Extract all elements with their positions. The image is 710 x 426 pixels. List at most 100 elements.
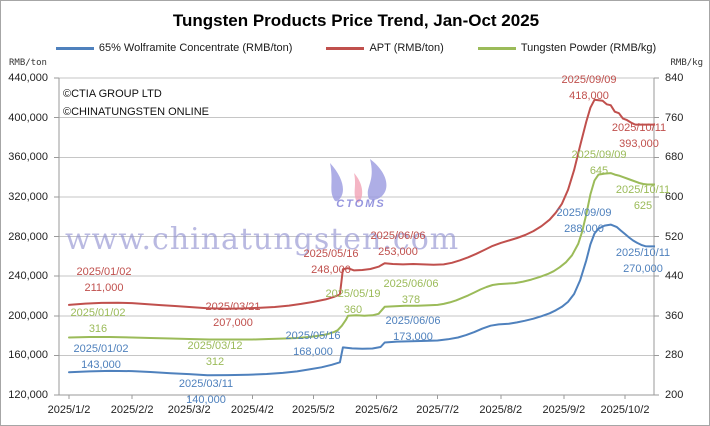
copyright-line-1: ©CTIA GROUP LTD bbox=[63, 88, 162, 100]
annotation-date: 2025/10/11 bbox=[611, 122, 667, 134]
data-point-annotation: 2025/10/11 270,000 bbox=[616, 245, 670, 277]
annotation-date: 2025/03/21 bbox=[205, 301, 261, 313]
legend-label: 65% Wolframite Concentrate (RMB/ton) bbox=[98, 42, 293, 54]
annotation-value: 312 bbox=[205, 356, 225, 368]
series-line bbox=[68, 172, 655, 341]
x-axis-tick-label: 2025/9/2 bbox=[542, 404, 586, 416]
legend-item-1: APT (RMB/ton) bbox=[326, 42, 444, 54]
chart-legend: 65% Wolframite Concentrate (RMB/ton) APT … bbox=[1, 42, 709, 54]
data-point-annotation: 2025/01/02 316 bbox=[70, 305, 125, 337]
annotation-date: 2025/05/16 bbox=[303, 248, 359, 260]
x-axis-tick-label: 2025/5/2 bbox=[291, 404, 335, 416]
annotation-date: 2025/06/06 bbox=[385, 315, 441, 327]
data-point-annotation: 2025/01/02 143,000 bbox=[73, 341, 128, 373]
data-point-annotation: 2025/10/11 625 bbox=[616, 182, 670, 214]
legend-line-swatch bbox=[326, 46, 365, 50]
x-axis-tick-label: 2025/4/2 bbox=[230, 404, 274, 416]
annotation-date: 2025/09/09 bbox=[561, 74, 617, 86]
annotation-value: 288,000 bbox=[564, 223, 604, 235]
y-axis-right-tick-label: 360 bbox=[665, 309, 684, 322]
annotation-value: 360 bbox=[343, 304, 363, 316]
annotation-value: 140,000 bbox=[186, 394, 226, 406]
copyright-block: ©CTIA GROUP LTD ©CHINATUNGSTEN ONLINE bbox=[63, 85, 209, 121]
annotation-date: 2025/01/02 bbox=[70, 307, 126, 319]
annotation-date: 2025/06/06 bbox=[383, 278, 439, 290]
annotation-date: 2025/06/06 bbox=[370, 230, 426, 242]
annotation-value: 173,000 bbox=[393, 331, 433, 343]
legend-label: Tungsten Powder (RMB/kg) bbox=[520, 42, 657, 54]
y-axis-left-tick-label: 400,000 bbox=[8, 111, 48, 124]
annotation-date: 2025/01/02 bbox=[73, 343, 129, 355]
data-point-annotation: 2025/06/06 173,000 bbox=[385, 313, 440, 345]
annotation-date: 2025/03/11 bbox=[178, 378, 234, 390]
y-axis-right-tick-label: 440 bbox=[665, 270, 684, 283]
left-axis-caption: RMB/ton bbox=[9, 58, 47, 68]
y-axis-left-tick-label: 440,000 bbox=[8, 72, 48, 84]
y-axis-left-tick-label: 160,000 bbox=[8, 349, 48, 362]
annotation-value: 143,000 bbox=[81, 359, 121, 371]
legend-item-2: Tungsten Powder (RMB/kg) bbox=[477, 42, 657, 54]
annotation-date: 2025/03/12 bbox=[187, 340, 243, 352]
annotation-date: 2025/09/09 bbox=[571, 149, 627, 161]
annotation-date: 2025/10/11 bbox=[615, 184, 671, 196]
annotation-date: 2025/10/11 bbox=[615, 247, 671, 259]
legend-item-0: 65% Wolframite Concentrate (RMB/ton) bbox=[55, 42, 293, 54]
annotation-date: 2025/09/09 bbox=[556, 207, 612, 219]
x-axis-tick-label: 2025/8/2 bbox=[479, 404, 523, 416]
y-axis-left-tick-label: 240,000 bbox=[8, 270, 48, 283]
legend-line-swatch bbox=[477, 46, 516, 50]
legend-label: APT (RMB/ton) bbox=[369, 42, 444, 54]
data-point-annotation: 2025/03/21 207,000 bbox=[205, 299, 260, 331]
annotation-value: 393,000 bbox=[619, 138, 659, 150]
y-axis-right-tick-label: 520 bbox=[665, 230, 684, 243]
annotation-value: 253,000 bbox=[378, 246, 418, 258]
annotation-date: 2025/05/16 bbox=[285, 330, 341, 342]
annotation-value: 645 bbox=[589, 165, 609, 177]
legend-line-swatch bbox=[55, 46, 94, 50]
annotation-value: 316 bbox=[88, 323, 108, 335]
x-axis-tick-label: 2025/7/2 bbox=[416, 404, 460, 416]
data-point-annotation: 2025/06/06 378 bbox=[383, 276, 438, 308]
y-axis-right-tick-label: 760 bbox=[665, 111, 684, 124]
annotation-value: 418,000 bbox=[569, 90, 609, 102]
data-point-annotation: 2025/05/16 168,000 bbox=[285, 328, 340, 360]
y-axis-right-tick-label: 200 bbox=[665, 389, 684, 401]
x-axis-tick-label: 2025/3/2 bbox=[167, 404, 211, 416]
x-axis-tick-label: 2025/2/2 bbox=[110, 404, 154, 416]
data-point-annotation: 2025/09/09 418,000 bbox=[561, 72, 616, 104]
series-line bbox=[68, 98, 655, 310]
data-point-annotation: 2025/10/11 393,000 bbox=[612, 120, 666, 152]
annotation-value: 207,000 bbox=[213, 317, 253, 329]
data-point-annotation: 2025/09/09 288,000 bbox=[556, 205, 611, 237]
data-point-annotation: 2025/01/02 211,000 bbox=[76, 264, 131, 296]
annotation-value: 378 bbox=[401, 294, 421, 306]
y-axis-right-tick-label: 600 bbox=[665, 190, 684, 203]
data-point-annotation: 2025/03/12 312 bbox=[187, 338, 242, 370]
y-axis-right-tick-label: 680 bbox=[665, 151, 684, 164]
data-point-annotation: 2025/09/09 645 bbox=[571, 147, 626, 179]
annotation-value: 211,000 bbox=[84, 282, 124, 294]
x-axis-tick-label: 2025/6/2 bbox=[355, 404, 398, 416]
annotation-value: 270,000 bbox=[623, 263, 663, 275]
y-axis-right-tick-label: 840 bbox=[665, 72, 684, 84]
annotation-value: 168,000 bbox=[293, 346, 333, 358]
copyright-line-2: ©CHINATUNGSTEN ONLINE bbox=[63, 106, 210, 118]
data-point-annotation: 2025/03/11 140,000 bbox=[179, 376, 233, 408]
right-axis-caption: RMB/kg bbox=[670, 58, 703, 68]
annotation-value: 625 bbox=[633, 200, 653, 212]
ctoms-logo-label: CTOMS bbox=[336, 198, 386, 210]
ctoms-logo-icon bbox=[330, 159, 387, 203]
data-point-annotation: 2025/05/19 360 bbox=[325, 286, 380, 318]
y-axis-right-tick-label: 280 bbox=[665, 349, 684, 362]
y-axis-left-tick-label: 200,000 bbox=[8, 309, 48, 322]
data-point-annotation: 2025/05/16 248,000 bbox=[303, 246, 358, 278]
series-line bbox=[68, 223, 655, 377]
y-axis-left-tick-label: 360,000 bbox=[8, 151, 48, 164]
y-axis-left-tick-label: 320,000 bbox=[8, 190, 48, 203]
x-axis-tick-label: 2025/10/2 bbox=[600, 404, 650, 416]
watermark-url: www.chinatungsten.com bbox=[65, 222, 460, 257]
x-axis-tick-label: 2025/1/2 bbox=[47, 404, 91, 416]
y-axis-left-tick-label: 120,000 bbox=[8, 389, 48, 401]
